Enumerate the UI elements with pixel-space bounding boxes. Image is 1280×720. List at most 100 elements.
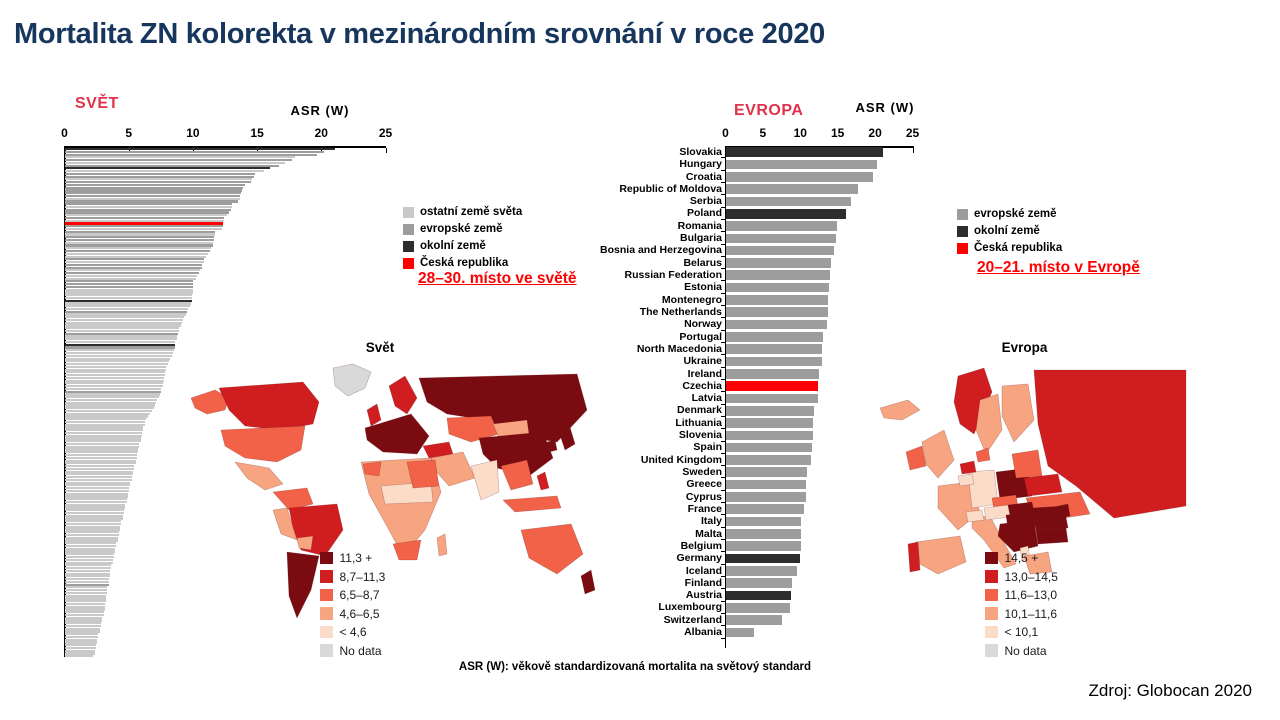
world-bar xyxy=(65,583,109,586)
world-bar xyxy=(65,495,128,498)
category-tick xyxy=(721,563,726,565)
europe-country-row: Greece xyxy=(580,478,920,491)
legend-swatch xyxy=(403,223,414,235)
category-tick xyxy=(721,342,726,343)
legend-item: 4,6–6,5 xyxy=(320,607,385,621)
europe-chart-legend: evropské země okolní země Česká republika xyxy=(957,208,1062,259)
world-bar xyxy=(65,291,194,294)
legend-label: evropské země xyxy=(974,208,1057,220)
world-bar xyxy=(65,426,144,429)
world-bar xyxy=(65,296,193,300)
europe-bar xyxy=(726,492,807,502)
country-label: Albania xyxy=(684,626,722,639)
europe-country-row: Austria xyxy=(580,589,920,602)
europe-bar xyxy=(726,529,801,539)
world-bar xyxy=(65,316,185,319)
europe-country-row: Lithuania xyxy=(580,416,920,430)
world-bar xyxy=(65,181,252,184)
legend-item: 13,0–14,5 xyxy=(985,570,1058,584)
legend-label: < 4,6 xyxy=(339,625,367,639)
world-bar xyxy=(65,465,135,468)
country-label: Estonia xyxy=(684,281,722,294)
world-bar xyxy=(65,641,98,644)
europe-country-row: Denmark xyxy=(580,405,920,417)
country-label: Russian Federation xyxy=(624,269,722,282)
world-bar xyxy=(65,387,162,390)
world-bar xyxy=(65,225,223,228)
world-bar xyxy=(65,219,225,222)
world-bar xyxy=(65,655,94,658)
europe-country-row: Albania xyxy=(580,626,920,639)
legend-swatch xyxy=(985,570,998,583)
world-bar xyxy=(65,374,166,377)
world-bar xyxy=(65,274,198,277)
europe-bar xyxy=(726,159,878,170)
world-bar xyxy=(65,578,109,581)
category-tick xyxy=(721,502,726,504)
europe-bar xyxy=(726,516,801,527)
world-bar xyxy=(65,283,194,286)
europe-country-row: Estonia xyxy=(580,281,920,294)
world-bar xyxy=(65,437,141,440)
world-bar xyxy=(65,183,245,186)
world-bar xyxy=(65,429,144,432)
axis-tick-label: 0 xyxy=(61,126,68,140)
world-bar xyxy=(65,233,216,236)
world-bar xyxy=(65,481,131,484)
world-map-title: Svět xyxy=(365,340,395,355)
europe-bar xyxy=(726,615,783,625)
world-bar xyxy=(65,376,164,379)
world-bar xyxy=(65,216,225,220)
europe-bar xyxy=(726,418,813,428)
world-bar xyxy=(65,467,135,470)
world-bar xyxy=(65,522,122,526)
world-bar xyxy=(65,255,207,258)
world-bar xyxy=(65,299,193,302)
world-bar xyxy=(65,150,325,153)
legend-swatch xyxy=(320,588,333,602)
world-bar xyxy=(65,197,240,200)
world-bar-chart xyxy=(65,148,386,658)
europe-country-row: Luxembourg xyxy=(580,602,920,614)
legend-label: Česká republika xyxy=(974,242,1063,254)
legend-swatch xyxy=(320,551,333,565)
world-bar xyxy=(65,318,184,322)
world-bar xyxy=(65,434,143,437)
country-label: Austria xyxy=(685,589,722,602)
world-bar xyxy=(65,398,158,402)
world-map xyxy=(190,363,596,619)
country-label: Lithuania xyxy=(675,416,722,429)
country-label: Czechia xyxy=(682,379,722,392)
world-bar xyxy=(65,205,232,209)
legend-item: ostatní země světa xyxy=(403,206,522,218)
world-bar xyxy=(65,597,107,600)
world-bar xyxy=(65,252,208,255)
europe-bar xyxy=(726,332,824,342)
world-bar xyxy=(65,409,153,413)
world-bar xyxy=(65,492,128,495)
world-bar xyxy=(65,360,169,363)
europe-country-row: Ireland xyxy=(580,368,920,380)
world-bar xyxy=(65,352,173,355)
page-title: Mortalita ZN kolorekta v mezinárodním sr… xyxy=(14,18,825,50)
world-bar xyxy=(65,241,213,244)
world-bar xyxy=(65,247,212,250)
world-bar xyxy=(65,277,196,280)
world-bar xyxy=(65,227,222,231)
legend-item: 14,5 + xyxy=(985,551,1058,565)
axis-tick-label: 5 xyxy=(125,126,133,140)
legend-item: 6,5–8,7 xyxy=(320,588,385,602)
europe-country-row: Poland xyxy=(580,208,920,220)
legend-item: okolní země xyxy=(403,240,522,252)
world-bar xyxy=(65,503,126,506)
legend-swatch xyxy=(403,206,414,218)
europe-bar xyxy=(726,184,859,194)
europe-bar xyxy=(726,245,835,256)
europe-bar xyxy=(726,208,846,219)
europe-bar xyxy=(726,430,813,441)
world-rank-note: 28–30. místo ve světě xyxy=(418,270,577,287)
legend-swatch xyxy=(320,607,333,620)
world-bar xyxy=(65,214,227,217)
category-tick xyxy=(721,231,726,233)
category-tick xyxy=(721,637,726,639)
